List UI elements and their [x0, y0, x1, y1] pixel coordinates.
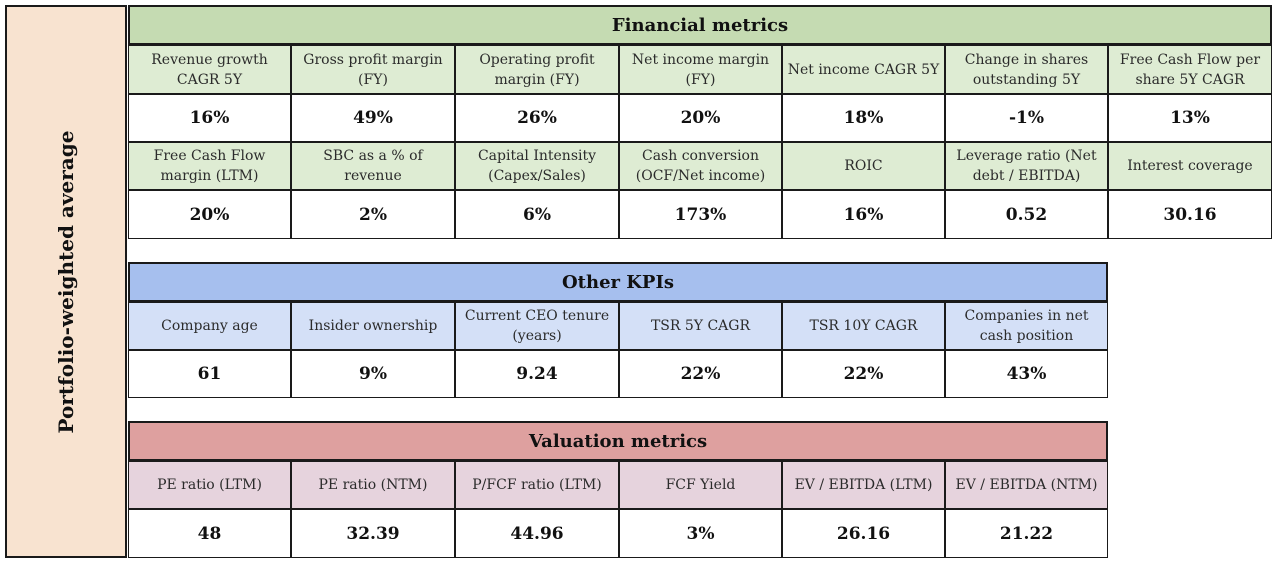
other-metric-value: 43% [945, 350, 1108, 398]
other-header: Other KPIs [128, 262, 1108, 302]
other-metric-label: Current CEO tenure (years) [455, 302, 619, 350]
financial-metric-value: 173% [619, 190, 782, 239]
financial-metric-value: 16% [128, 94, 291, 142]
financial-header: Financial metrics [128, 5, 1272, 45]
financial-metric-label: Leverage ratio (Net debt / EBITDA) [945, 142, 1108, 190]
financial-metric-label: Cash conversion (OCF/Net income) [619, 142, 782, 190]
valuation-metric-label: PE ratio (LTM) [128, 461, 291, 509]
financial-metric-value: 49% [291, 94, 455, 142]
financial-metric-value: -1% [945, 94, 1108, 142]
other-metric-label: TSR 10Y CAGR [782, 302, 945, 350]
valuation-metric-value: 48 [128, 509, 291, 558]
valuation-metric-label: PE ratio (NTM) [291, 461, 455, 509]
side-panel: Portfolio-weighted average [5, 5, 127, 558]
financial-metric-value: 2% [291, 190, 455, 239]
financial-metric-value: 26% [455, 94, 619, 142]
financial-metric-label: Operating profit margin (FY) [455, 45, 619, 94]
financial-metric-label: Net income CAGR 5Y [782, 45, 945, 94]
valuation-metric-value: 26.16 [782, 509, 945, 558]
valuation-metric-value: 44.96 [455, 509, 619, 558]
valuation-metric-value: 3% [619, 509, 782, 558]
valuation-metric-value: 32.39 [291, 509, 455, 558]
side-label: Portfolio-weighted average [54, 130, 78, 433]
financial-metric-label: Capital Intensity (Capex/Sales) [455, 142, 619, 190]
financial-metric-value: 20% [128, 190, 291, 239]
financial-metric-label: Free Cash Flow margin (LTM) [128, 142, 291, 190]
valuation-header: Valuation metrics [128, 421, 1108, 461]
financial-metric-label: Revenue growth CAGR 5Y [128, 45, 291, 94]
financial-metric-label: Interest coverage [1108, 142, 1272, 190]
financial-metric-label: Free Cash Flow per share 5Y CAGR [1108, 45, 1272, 94]
other-metric-value: 9.24 [455, 350, 619, 398]
financial-metric-label: ROIC [782, 142, 945, 190]
financial-metric-value: 6% [455, 190, 619, 239]
financial-metric-label: Change in shares outstanding 5Y [945, 45, 1108, 94]
financial-metric-value: 13% [1108, 94, 1272, 142]
other-metric-label: Insider ownership [291, 302, 455, 350]
other-metric-label: TSR 5Y CAGR [619, 302, 782, 350]
financial-metric-value: 18% [782, 94, 945, 142]
other-metric-label: Company age [128, 302, 291, 350]
valuation-metric-value: 21.22 [945, 509, 1108, 558]
financial-metric-label: Gross profit margin (FY) [291, 45, 455, 94]
valuation-metric-label: P/FCF ratio (LTM) [455, 461, 619, 509]
other-metric-value: 22% [619, 350, 782, 398]
financial-metric-value: 30.16 [1108, 190, 1272, 239]
valuation-metric-label: EV / EBITDA (LTM) [782, 461, 945, 509]
financial-metric-value: 20% [619, 94, 782, 142]
other-metric-label: Companies in net cash position [945, 302, 1108, 350]
valuation-metric-label: EV / EBITDA (NTM) [945, 461, 1108, 509]
financial-metric-value: 16% [782, 190, 945, 239]
other-metric-value: 9% [291, 350, 455, 398]
financial-metric-value: 0.52 [945, 190, 1108, 239]
financial-metric-label: Net income margin (FY) [619, 45, 782, 94]
valuation-metric-label: FCF Yield [619, 461, 782, 509]
other-metric-value: 61 [128, 350, 291, 398]
other-metric-value: 22% [782, 350, 945, 398]
financial-metric-label: SBC as a % of revenue [291, 142, 455, 190]
